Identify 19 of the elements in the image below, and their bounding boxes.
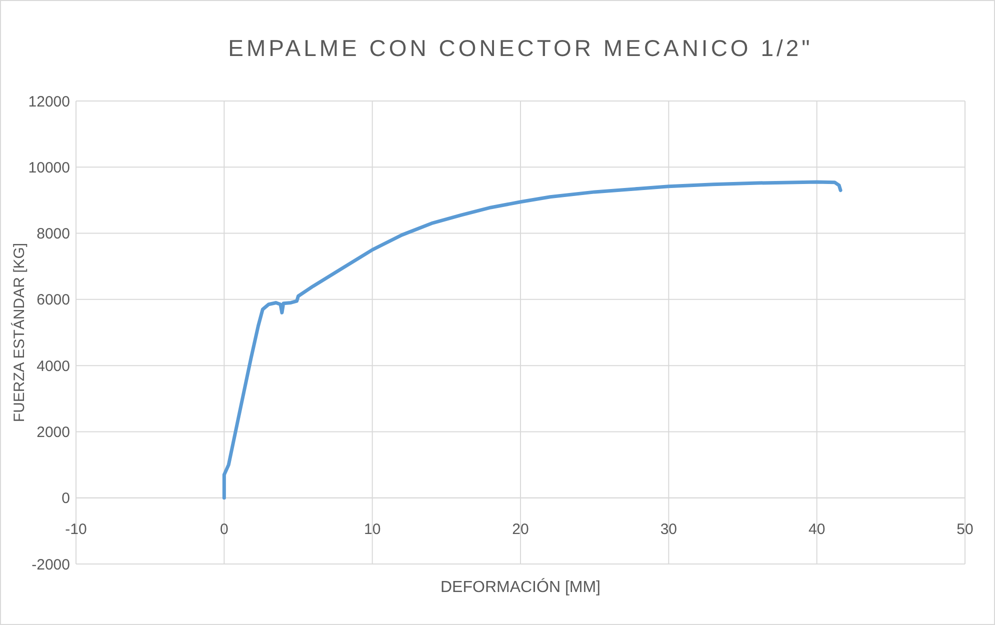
chart-title: EMPALME CON CONECTOR MECANICO 1/2"	[228, 35, 813, 61]
y-tick-label: 4000	[36, 358, 70, 375]
x-tick-label: 50	[956, 520, 974, 538]
y-tick-label: 10000	[28, 159, 70, 176]
x-tick-label: 10	[364, 520, 381, 538]
y-tick-label: -2000	[32, 556, 70, 574]
x-tick-label: 20	[512, 520, 529, 538]
y-tick-label: 2000	[36, 424, 70, 441]
x-tick-label: 30	[660, 520, 678, 538]
line-series	[222, 180, 842, 500]
x-tick-label: 40	[808, 520, 826, 538]
x-tick-label: -10	[65, 520, 87, 538]
y-tick-label: 8000	[36, 226, 70, 243]
x-axis-title: DEFORMACIÓN [MM]	[440, 578, 600, 596]
y-tick-label: 12000	[28, 93, 70, 110]
y-axis-title: FUERZA ESTÁNDAR [KG]	[10, 242, 28, 422]
y-tick-label: 0	[62, 490, 70, 508]
y-tick-label: 6000	[36, 292, 70, 309]
x-tick-label: 0	[220, 520, 228, 538]
